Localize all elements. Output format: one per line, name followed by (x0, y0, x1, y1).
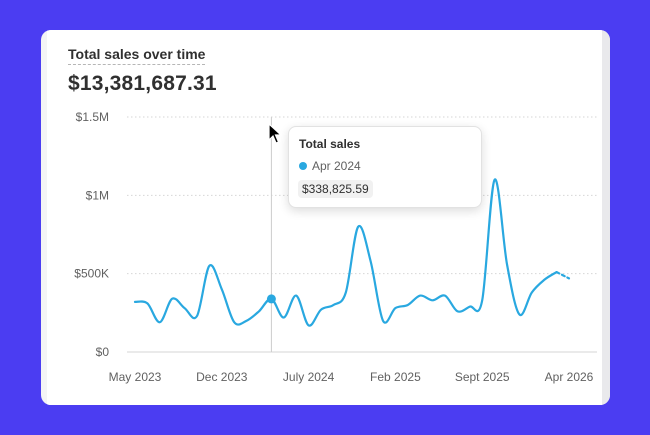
tooltip-value: $338,825.59 (298, 180, 373, 198)
chart-panel (47, 30, 602, 405)
x-tick-label: Dec 2023 (196, 370, 248, 384)
chart-tooltip: Total sales Apr 2024 $338,825.59 (288, 126, 482, 208)
y-tick-label: $1M (86, 188, 109, 202)
series-color-dot (299, 162, 307, 170)
x-tick-label: May 2023 (109, 370, 162, 384)
x-tick-label: Sept 2025 (455, 370, 510, 384)
card-scroll-edge (602, 30, 610, 405)
x-tick-label: Apr 2026 (545, 370, 594, 384)
line-chart[interactable]: $0 $500K $1M $1.5M May 2023 Dec 2023 July 202… (41, 30, 610, 405)
y-tick-label: $500K (74, 267, 109, 281)
tooltip-date: Apr 2024 (312, 159, 361, 173)
series-line[interactable] (133, 178, 558, 327)
total-sales-value: $13,381,687.31 (68, 72, 217, 95)
y-tick-label: $0 (96, 345, 110, 359)
x-tick-label: Feb 2025 (370, 370, 421, 384)
mouse-pointer-icon (268, 123, 282, 144)
series-total-sales[interactable] (133, 178, 571, 327)
grid-lines (127, 116, 597, 353)
x-axis-ticks: May 2023 Dec 2023 July 2024 Feb 2025 Sept 20… (109, 370, 594, 384)
sales-card: Total sales over time $13,381,687.31 $0 $… (41, 30, 610, 405)
series-line-projected[interactable] (555, 271, 571, 280)
y-tick-label: $1.5M (76, 110, 109, 124)
y-axis-ticks: $0 $500K $1M $1.5M (74, 110, 109, 359)
hovered-data-point[interactable] (266, 294, 276, 304)
data-points[interactable] (266, 294, 276, 304)
card-title[interactable]: Total sales over time (68, 46, 206, 65)
x-tick-label: July 2024 (283, 370, 335, 384)
tooltip-title: Total sales (299, 137, 361, 151)
